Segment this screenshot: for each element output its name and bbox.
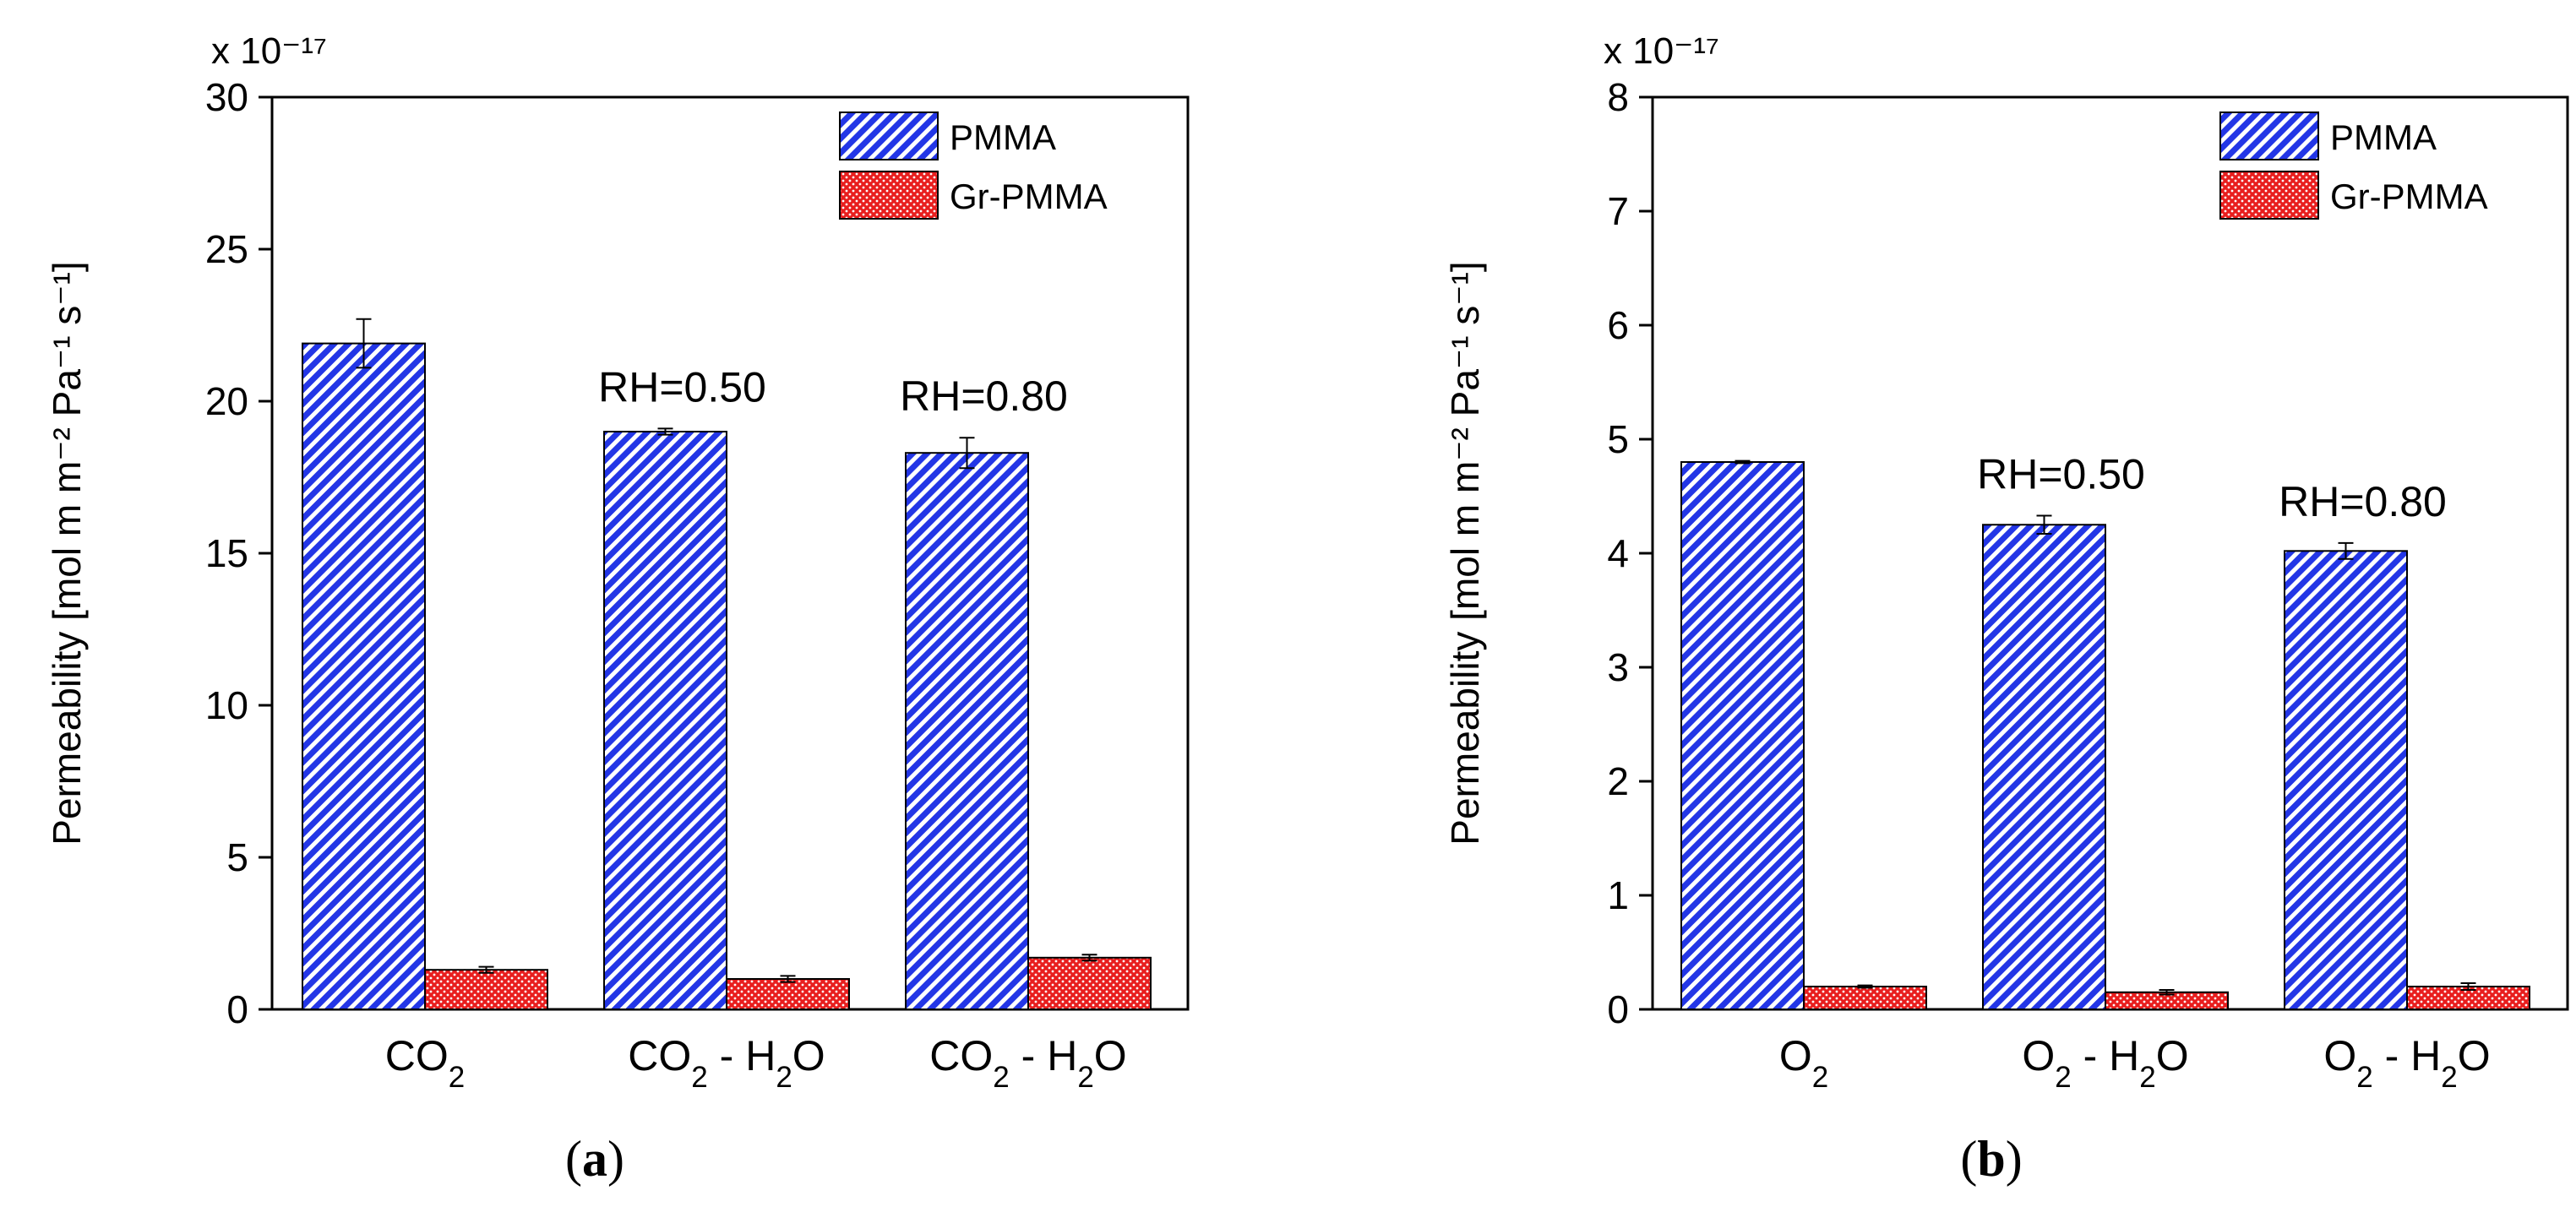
panel-letter-a: a [582, 1131, 607, 1187]
x-tick-label-2: O2 - H2O [2022, 1032, 2188, 1094]
annotation-3: RH=0.80 [2279, 478, 2447, 525]
legend-label-gr-pmma: Gr-PMMA [2330, 177, 2488, 216]
y-tick-label: 0 [226, 987, 248, 1031]
x-tick-label-2: CO2 - H2O [628, 1032, 825, 1094]
x-tick-label-1: O2 [1779, 1032, 1828, 1094]
legend-label-pmma: PMMA [950, 117, 1056, 157]
error-bar-pmma-2 [2036, 514, 2052, 536]
annotations: RH=0.50 RH=0.80 [598, 363, 1068, 420]
panel-caption-b: (b) [1960, 1131, 2022, 1187]
legend-label-pmma: PMMA [2330, 117, 2437, 157]
bar-pmma-1 [302, 342, 426, 1011]
legend: PMMA Gr-PMMA [839, 111, 1108, 220]
bar-pmma-3 [905, 452, 1029, 1010]
error-bar-pmma-1 [356, 318, 372, 369]
error-bar-gr-pmma-2 [2159, 989, 2175, 996]
x-axis-categories: O2 O2 - H2O O2 - H2O [1779, 1032, 2491, 1094]
y-tick-label: 30 [205, 75, 248, 119]
y-axis-ticks: 0 5 10 15 20 25 30 [205, 75, 272, 1031]
error-bar-gr-pmma-1 [1857, 984, 1873, 989]
bar-pmma-1 [1680, 461, 1805, 1010]
y-tick-label: 5 [226, 835, 248, 879]
y-tick-label: 0 [1607, 987, 1629, 1031]
y-tick-label: 7 [1607, 189, 1629, 233]
bar-pmma-3 [2284, 550, 2408, 1010]
y-tick-label: 10 [205, 683, 248, 727]
y-tick-label: 1 [1607, 873, 1629, 917]
annotation-3: RH=0.80 [900, 372, 1068, 420]
y-exponent-label: x 10⁻¹⁷ [211, 30, 327, 72]
bar-gr-pmma-3 [1027, 956, 1152, 1011]
y-axis-label: Permeability [mol m m⁻² Pa⁻¹ s⁻¹] [45, 261, 89, 845]
chart-panel-a: 0 5 10 15 20 25 30 CO2 CO2 - H2O CO2 - H2O RH=0.… [45, 30, 1190, 1094]
annotation-2: RH=0.50 [1977, 450, 2145, 497]
y-tick-label: 15 [205, 531, 248, 575]
error-bar-gr-pmma-2 [780, 975, 796, 983]
bar-gr-pmma-1 [424, 969, 548, 1010]
bar-pmma-2 [1982, 524, 2106, 1010]
y-axis-label: Permeability [mol m m⁻² Pa⁻¹ s⁻¹] [1443, 261, 1487, 845]
bar-gr-pmma-2 [726, 978, 850, 1010]
y-axis-ticks: 0 1 2 3 4 5 6 7 8 [1607, 75, 1653, 1031]
bar-gr-pmma-1 [1803, 986, 1927, 1010]
bar-pmma-2 [603, 431, 727, 1010]
legend: PMMA Gr-PMMA [2219, 111, 2488, 220]
error-bar-pmma-1 [1735, 459, 1751, 465]
x-tick-label-3: CO2 - H2O [929, 1032, 1126, 1094]
x-tick-label-3: O2 - H2O [2323, 1032, 2490, 1094]
y-tick-label: 4 [1607, 531, 1629, 575]
y-tick-label: 3 [1607, 645, 1629, 689]
y-tick-label: 2 [1607, 759, 1629, 803]
y-tick-label: 8 [1607, 75, 1629, 119]
panel-letter-b: b [1977, 1131, 2005, 1187]
annotation-2: RH=0.50 [598, 363, 766, 410]
legend-swatch-gr-pmma [839, 171, 939, 220]
legend-label-gr-pmma: Gr-PMMA [950, 177, 1108, 216]
y-tick-label: 6 [1607, 303, 1629, 347]
bars [1680, 461, 2530, 1010]
legend-swatch-gr-pmma [2219, 171, 2319, 220]
error-bar-pmma-3 [959, 437, 975, 470]
error-bar-pmma-3 [2338, 541, 2354, 560]
x-axis-categories: CO2 CO2 - H2O CO2 - H2O [385, 1032, 1127, 1094]
error-bar-gr-pmma-1 [478, 965, 494, 974]
y-tick-label: 5 [1607, 417, 1629, 461]
error-bar-gr-pmma-3 [1081, 954, 1097, 962]
legend-swatch-pmma [839, 111, 939, 160]
y-tick-label: 20 [205, 379, 248, 423]
error-bar-gr-pmma-3 [2460, 981, 2476, 992]
x-tick-label-1: CO2 [385, 1032, 465, 1094]
bars [302, 342, 1152, 1011]
error-bars [356, 318, 1097, 983]
annotations: RH=0.50 RH=0.80 [1977, 450, 2447, 525]
y-exponent-label: x 10⁻¹⁷ [1604, 30, 1719, 72]
legend-swatch-pmma [2219, 111, 2319, 160]
error-bars [1735, 459, 2476, 996]
error-bar-pmma-2 [657, 427, 673, 436]
y-tick-label: 25 [205, 227, 248, 271]
panel-caption-a: (a) [565, 1131, 624, 1187]
